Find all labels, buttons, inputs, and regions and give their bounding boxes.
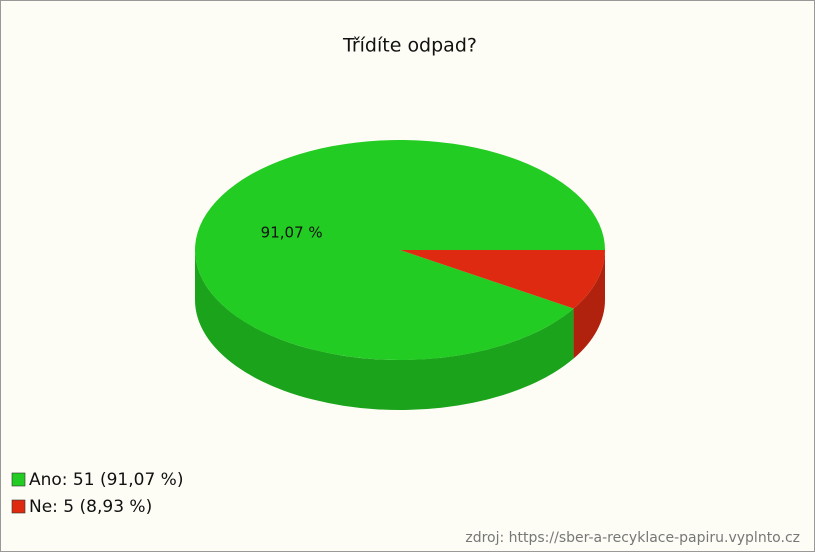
legend-swatch bbox=[11, 472, 26, 487]
pie-slice bbox=[194, 139, 605, 360]
source: zdroj: https://sber-a-recyklace-papiru.v… bbox=[465, 530, 800, 546]
legend-swatch bbox=[11, 499, 26, 514]
data-label: 91,07 % bbox=[261, 224, 323, 242]
pie-side bbox=[195, 250, 574, 410]
legend-label: Ano: 51 (91,07 %) bbox=[29, 470, 183, 490]
pie-slice bbox=[400, 250, 605, 309]
chart-title: Třídíte odpad? bbox=[342, 35, 477, 57]
pie-side bbox=[573, 250, 605, 359]
legend-label: Ne: 5 (8,93 %) bbox=[29, 497, 152, 517]
